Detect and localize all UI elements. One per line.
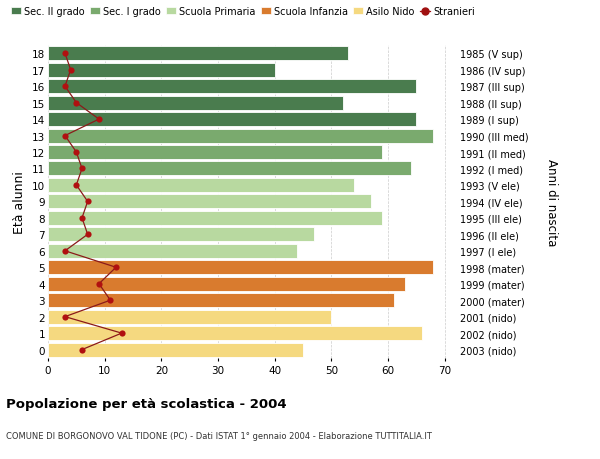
Point	[111, 264, 121, 271]
Legend: Sec. II grado, Sec. I grado, Scuola Primaria, Scuola Infanzia, Asilo Nido, Stran: Sec. II grado, Sec. I grado, Scuola Prim…	[11, 7, 475, 17]
Point	[77, 165, 87, 173]
Point	[60, 313, 70, 321]
Point	[94, 280, 104, 288]
Bar	[48, 195, 371, 209]
Bar	[48, 146, 382, 160]
Point	[83, 231, 92, 239]
Point	[94, 116, 104, 123]
Y-axis label: Età alunni: Età alunni	[13, 171, 26, 233]
Bar	[48, 244, 298, 258]
Text: COMUNE DI BORGONOVO VAL TIDONE (PC) - Dati ISTAT 1° gennaio 2004 - Elaborazione : COMUNE DI BORGONOVO VAL TIDONE (PC) - Da…	[6, 431, 432, 441]
Point	[71, 149, 81, 157]
Bar	[48, 326, 422, 341]
Point	[71, 182, 81, 189]
Bar	[48, 261, 433, 274]
Point	[60, 50, 70, 58]
Point	[60, 247, 70, 255]
Bar	[48, 294, 394, 308]
Bar	[48, 113, 416, 127]
Bar	[48, 228, 314, 242]
Bar	[48, 310, 331, 324]
Point	[66, 67, 76, 74]
Point	[77, 215, 87, 222]
Bar	[48, 212, 382, 225]
Bar	[48, 47, 349, 61]
Text: Popolazione per età scolastica - 2004: Popolazione per età scolastica - 2004	[6, 397, 287, 410]
Point	[77, 346, 87, 353]
Bar	[48, 80, 416, 94]
Point	[71, 100, 81, 107]
Bar	[48, 129, 433, 143]
Point	[60, 83, 70, 90]
Point	[83, 198, 92, 206]
Bar	[48, 63, 275, 78]
Bar	[48, 277, 405, 291]
Y-axis label: Anni di nascita: Anni di nascita	[545, 158, 559, 246]
Bar	[48, 343, 303, 357]
Bar	[48, 96, 343, 110]
Point	[60, 133, 70, 140]
Bar	[48, 162, 410, 176]
Point	[106, 297, 115, 304]
Point	[117, 330, 127, 337]
Bar	[48, 179, 354, 192]
